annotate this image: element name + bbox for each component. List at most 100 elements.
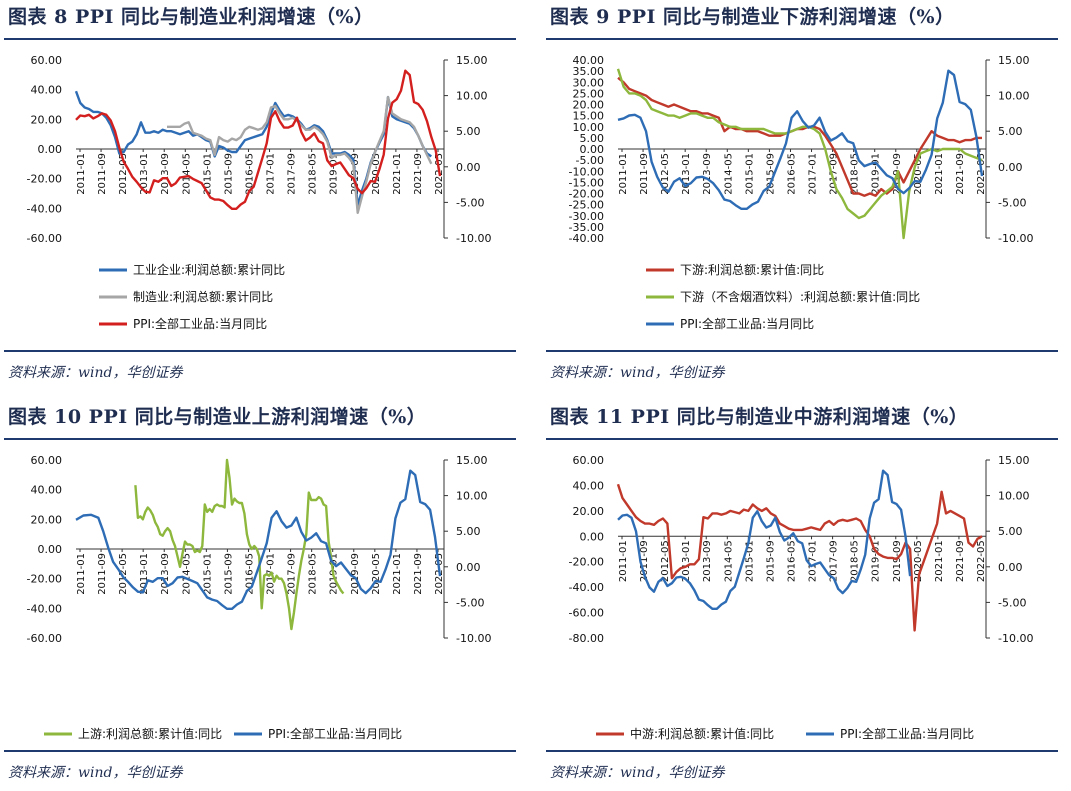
left-tick-label: -40.00 (27, 602, 62, 615)
x-tick-label: 2015-09 (223, 553, 234, 595)
left-tick-label: 40.00 (573, 54, 605, 67)
source-note-10: 资料来源：wind，华创证券 (8, 765, 183, 781)
right-tick-label: 0.00 (456, 561, 481, 574)
bottom-rule-10 (4, 750, 516, 752)
x-tick-label: 2014-05 (723, 153, 734, 195)
x-tick-label: 2011-01 (76, 553, 87, 595)
right-tick-label: -10.00 (998, 232, 1033, 245)
left-tick-label: 0.00 (580, 143, 605, 156)
x-tick-label: 2013-01 (681, 153, 692, 195)
left-tick-label: 0.00 (38, 543, 63, 556)
left-tick-label: -10.00 (569, 165, 604, 178)
x-tick-label: 2015-01 (744, 153, 755, 195)
left-tick-label: -15.00 (569, 176, 604, 189)
x-tick-label: 2018-05 (308, 153, 319, 195)
left-tick-label: -60.00 (569, 607, 604, 620)
x-tick-label: 2020-05 (371, 553, 382, 595)
x-tick-label: 2017-01 (266, 153, 277, 195)
x-tick-label: 2020-05 (371, 153, 382, 195)
title-rule-10 (4, 438, 516, 440)
x-tick-label: 2019-01 (871, 540, 882, 582)
line-chart-8: 60.00 40.00 20.00 0.00 -20.00 -40.00 -60.00 15.… (27, 54, 492, 331)
left-tick-label: 40.00 (31, 484, 63, 497)
line-chart-9: 40.0035.0030.0025.0020.0015.0010.005.000… (569, 54, 1034, 331)
legend-label-0: 下游:利润总额:累计值:同比 (680, 262, 824, 277)
chart-title-9: 图表 9 PPI 同比与制造业下游利润增速（%） (550, 6, 955, 28)
source-note-11: 资料来源：wind，华创证券 (550, 765, 725, 781)
x-tick-label: 2011-09 (639, 153, 650, 195)
x-tick-label: 2011-01 (618, 153, 629, 195)
left-tick-label: -20.00 (569, 188, 604, 201)
right-tick-label: 10.00 (998, 90, 1030, 103)
title-rule-11 (546, 438, 1058, 440)
x-tick-label: 2021-09 (955, 153, 966, 195)
right-tick-label: -10.00 (456, 632, 491, 645)
right-tick-label: 5.00 (998, 125, 1023, 138)
legend-label-0: 上游:利润总额:累计值:同比 (78, 726, 222, 741)
x-tick-label: 2011-09 (97, 553, 108, 595)
x-tick-label: 2021-01 (392, 153, 403, 195)
x-tick-label: 2014-05 (181, 553, 192, 595)
x-tick-label: 2012-05 (118, 153, 129, 195)
x-tick-label: 2013-01 (139, 153, 150, 195)
x-tick-label: 2017-09 (829, 540, 840, 582)
x-tick-label: 2021-09 (955, 540, 966, 582)
x-tick-label: 2018-05 (308, 553, 319, 595)
legend-label-0: 工业企业:利润总额:累计同比 (133, 262, 285, 277)
left-tick-label: 40.00 (31, 84, 63, 97)
legend-label-1: 下游（不含烟酒饮料）:利润总额:累计值:同比 (680, 289, 920, 304)
x-tick-label: 2018-05 (850, 153, 861, 195)
right-tick-label: 0.00 (998, 561, 1023, 574)
right-tick-label: -5.00 (456, 596, 484, 609)
x-tick-label: 2017-09 (829, 153, 840, 195)
right-tick-label: 0.00 (456, 161, 481, 174)
left-tick-label: -60.00 (27, 632, 62, 645)
left-tick-label: -20.00 (27, 573, 62, 586)
series-line-0 (617, 76, 982, 197)
right-tick-label: -5.00 (998, 596, 1026, 609)
title-rule-9 (546, 38, 1058, 40)
line-chart-11: 60.00 40.00 20.00 0.00 -20.00 -40.00 -60.00 -80… (569, 454, 1034, 741)
legend-label-1: PPI:全部工业品:当月同比 (268, 726, 402, 741)
left-tick-label: -60.00 (27, 232, 62, 245)
chart-title-11: 图表 11 PPI 同比与制造业中游利润增速（%） (550, 406, 969, 428)
series-line-0 (616, 483, 983, 632)
x-tick-label: 2013-09 (160, 553, 171, 595)
left-tick-label: 60.00 (31, 454, 63, 467)
x-tick-label: 2022-05 (976, 540, 987, 582)
x-tick-label: 2015-01 (744, 540, 755, 582)
bottom-rule-9 (546, 350, 1058, 352)
title-rule-8 (4, 38, 516, 40)
left-tick-label: -80.00 (569, 632, 604, 645)
legend-label-2: PPI:全部工业品:当月同比 (680, 316, 814, 331)
x-tick-label: 2013-01 (681, 540, 692, 582)
source-note-8: 资料来源：wind，华创证券 (8, 365, 183, 381)
left-tick-label: 25.00 (573, 87, 605, 100)
series-line-1 (617, 469, 912, 610)
left-tick-label: 40.00 (573, 479, 605, 492)
x-tick-label: 2015-01 (202, 553, 213, 595)
right-tick-label: 10.00 (998, 490, 1030, 503)
legend-label-0: 中游:利润总额:累计值:同比 (630, 726, 774, 741)
x-tick-label: 2013-09 (702, 540, 713, 582)
bottom-rule-11 (546, 750, 1058, 752)
x-tick-label: 2011-01 (76, 153, 87, 195)
left-tick-label: -25.00 (569, 199, 604, 212)
x-tick-label: 2021-01 (392, 553, 403, 595)
left-tick-label: 15.00 (573, 110, 605, 123)
x-tick-label: 2017-01 (808, 540, 819, 582)
x-tick-label: 2021-01 (934, 153, 945, 195)
left-tick-label: -40.00 (569, 581, 604, 594)
chart-panel-8: 图表 8 PPI 同比与制造业利润增速（%） 60.00 40.00 20.00 0.… (4, 0, 516, 390)
series-line-2 (617, 69, 984, 210)
x-tick-label: 2016-05 (244, 153, 255, 195)
x-tick-label: 2012-05 (660, 153, 671, 195)
series-line-0 (134, 458, 345, 631)
left-tick-label: 20.00 (573, 505, 605, 518)
left-tick-label: 0.00 (38, 143, 63, 156)
right-tick-label: 5.00 (998, 525, 1023, 538)
chart-panel-11: 图表 11 PPI 同比与制造业中游利润增速（%） 60.00 40.00 20.0… (546, 400, 1058, 790)
x-tick-label: 2020-05 (913, 540, 924, 582)
right-tick-label: -10.00 (456, 232, 491, 245)
x-tick-label: 2015-01 (202, 153, 213, 195)
